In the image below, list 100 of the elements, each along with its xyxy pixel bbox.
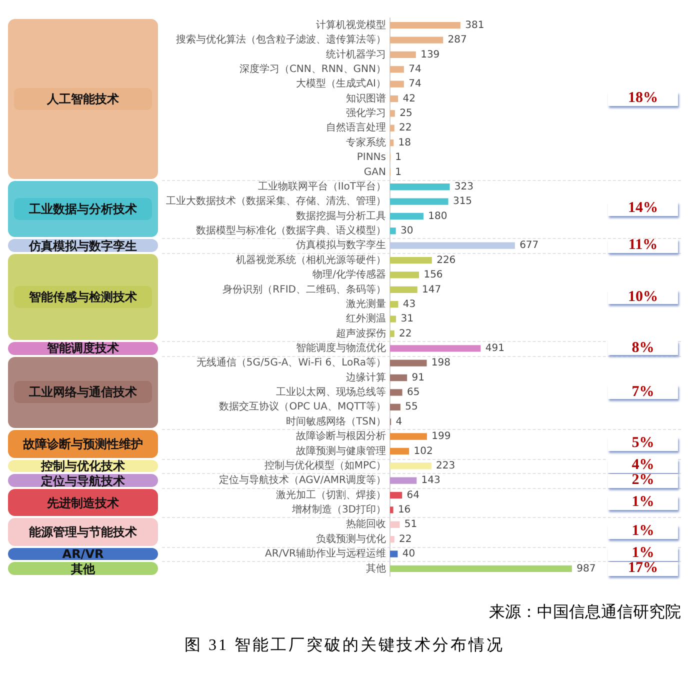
y-tick-label: 红外测温 bbox=[346, 312, 386, 325]
y-tick-label: 超声波探伤 bbox=[336, 327, 386, 340]
data-label: 65 bbox=[406, 387, 420, 398]
bar bbox=[390, 256, 432, 264]
y-tick-label: 自然语言处理 bbox=[326, 122, 386, 134]
y-tick-label: 统计机器学习 bbox=[326, 48, 386, 60]
bar bbox=[390, 301, 398, 308]
text: 能源管理与节能技术 bbox=[28, 524, 138, 540]
data-label: 987 bbox=[576, 563, 596, 574]
data-label: 91 bbox=[412, 372, 424, 384]
text: 先进制造技术 bbox=[46, 494, 120, 511]
data-label: 18 bbox=[398, 137, 412, 148]
bar bbox=[390, 462, 432, 470]
y-tick-label: 仿真模拟与数字孪生 bbox=[295, 239, 386, 252]
text: 工业数据与分析技术 bbox=[28, 200, 138, 217]
bar bbox=[390, 139, 394, 146]
data-label: 323 bbox=[454, 181, 474, 192]
text: 1% bbox=[608, 545, 678, 562]
data-label: 287 bbox=[448, 34, 467, 46]
bar bbox=[390, 66, 404, 73]
bar bbox=[390, 36, 444, 44]
data-label: 43 bbox=[402, 298, 416, 310]
data-label: 139 bbox=[420, 49, 440, 60]
y-tick-label: 激光加工（切割、焊接） bbox=[276, 488, 386, 501]
bar bbox=[390, 565, 572, 572]
text: 8% bbox=[608, 340, 678, 356]
text: 定位与导航技术 bbox=[8, 472, 158, 489]
bar bbox=[390, 536, 394, 543]
y-tick-label: 知识图谱 bbox=[346, 92, 386, 104]
data-label: 22 bbox=[399, 534, 412, 545]
y-tick-label: 数据挖掘与分析工具 bbox=[296, 210, 386, 222]
y-tick-label: 搜索与优化算法（包含粒子滤波、遗传算法等） bbox=[176, 34, 386, 46]
bar bbox=[390, 506, 394, 514]
bar bbox=[390, 228, 396, 234]
bar bbox=[390, 316, 396, 322]
bar bbox=[390, 95, 398, 102]
bar bbox=[390, 124, 394, 132]
text: 17% bbox=[608, 560, 678, 576]
data-label: 42 bbox=[402, 93, 416, 104]
data-label: 4 bbox=[396, 416, 402, 428]
y-tick-label: 工业以太网、现场总线等 bbox=[276, 386, 386, 398]
data-label: 180 bbox=[428, 210, 448, 222]
y-tick-label: 大模型（生成式AI） bbox=[296, 78, 386, 90]
data-label: 143 bbox=[421, 475, 440, 486]
text: 2% bbox=[608, 472, 678, 488]
bar bbox=[390, 448, 410, 455]
bar bbox=[390, 345, 481, 352]
y-tick-label: 专家系统 bbox=[346, 136, 386, 148]
y-tick-label: 身份识别（RFID、二维码、条码等） bbox=[222, 283, 386, 296]
data-label: 156 bbox=[424, 270, 443, 281]
bar bbox=[390, 492, 402, 499]
bar bbox=[390, 330, 394, 338]
bar bbox=[390, 51, 416, 58]
bar bbox=[390, 198, 448, 205]
data-label: 40 bbox=[402, 548, 416, 560]
data-label: 74 bbox=[408, 78, 422, 90]
data-label: 226 bbox=[436, 254, 456, 266]
y-tick-label: 故障诊断与根因分析 bbox=[296, 430, 386, 442]
text: 1% bbox=[608, 494, 678, 510]
data-label: 147 bbox=[422, 284, 442, 296]
y-tick-label: 负载预测与优化 bbox=[316, 532, 386, 545]
bar bbox=[390, 550, 398, 558]
text: 工业网络与通信技术 bbox=[28, 384, 138, 400]
y-tick-label: 物理/化学传感器 bbox=[312, 268, 386, 281]
text: 其他 bbox=[8, 560, 158, 577]
bar bbox=[390, 110, 395, 117]
y-tick-label: 工业大数据技术（数据采集、存储、清洗、管理） bbox=[166, 195, 386, 208]
bar bbox=[390, 272, 420, 278]
data-label: 381 bbox=[465, 20, 484, 31]
data-label: 31 bbox=[400, 314, 414, 325]
bar bbox=[390, 212, 424, 220]
data-label: 74 bbox=[408, 64, 422, 75]
data-label: 51 bbox=[404, 519, 418, 530]
y-tick-label: 其他 bbox=[366, 562, 386, 574]
data-label: 199 bbox=[432, 431, 451, 442]
y-tick-label: 机器视觉系统（相机光源等硬件） bbox=[236, 254, 386, 266]
bar bbox=[390, 374, 408, 382]
y-tick-label: 计算机视觉模型 bbox=[316, 18, 386, 31]
y-tick-label: AR/VR辅助作业与远程运维 bbox=[265, 548, 386, 560]
y-tick-label: 边缘计算 bbox=[346, 371, 386, 384]
data-label: 677 bbox=[520, 240, 539, 252]
text: 18% bbox=[608, 90, 678, 106]
y-tick-label: 增材制造（3D打印） bbox=[290, 504, 386, 516]
text: 智能传感与检测技术 bbox=[28, 289, 138, 305]
text: 控制与优化技术 bbox=[8, 458, 158, 474]
y-tick-label: 工业物联网平台（IIoT平台） bbox=[258, 180, 386, 192]
y-tick-label: 热能回收 bbox=[346, 518, 386, 530]
data-label: 198 bbox=[431, 358, 451, 369]
text: 人工智能技术 bbox=[46, 90, 120, 107]
data-label: 491 bbox=[485, 342, 504, 354]
data-label: 30 bbox=[400, 226, 414, 237]
data-label: 64 bbox=[406, 490, 420, 501]
y-tick-label: 数据模型与标准化（数据字典、语义模型） bbox=[196, 224, 386, 237]
bar bbox=[390, 389, 402, 396]
data-label: 22 bbox=[399, 328, 412, 340]
text: AR/VR bbox=[8, 546, 158, 562]
y-tick-label: 无线通信（5G/5G-A、Wi-Fi 6、LoRa等） bbox=[196, 356, 386, 369]
y-tick-label: GAN bbox=[364, 166, 386, 178]
text: 故障诊断与预测性维护 bbox=[22, 436, 144, 452]
bar bbox=[390, 433, 427, 440]
